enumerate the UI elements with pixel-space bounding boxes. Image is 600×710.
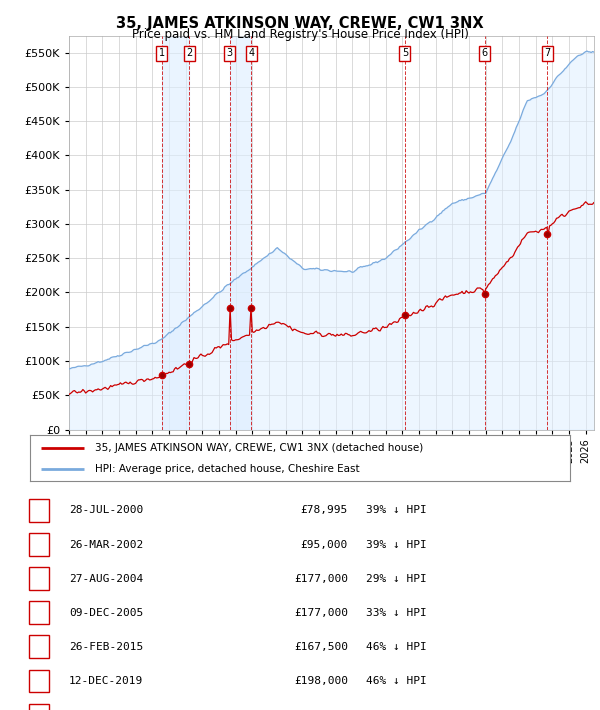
Text: 6: 6: [35, 676, 43, 686]
Text: 5: 5: [402, 48, 408, 58]
Text: 33% ↓ HPI: 33% ↓ HPI: [366, 608, 427, 618]
Bar: [162, 36, 190, 430]
Text: 46% ↓ HPI: 46% ↓ HPI: [366, 676, 427, 686]
Text: 35, JAMES ATKINSON WAY, CREWE, CW1 3NX: 35, JAMES ATKINSON WAY, CREWE, CW1 3NX: [116, 16, 484, 31]
Text: Price paid vs. HM Land Registry's House Price Index (HPI): Price paid vs. HM Land Registry's House …: [131, 28, 469, 41]
Text: 6: 6: [482, 48, 488, 58]
Text: 39% ↓ HPI: 39% ↓ HPI: [366, 506, 427, 515]
Text: £177,000: £177,000: [294, 574, 348, 584]
Text: 27-AUG-2004: 27-AUG-2004: [69, 574, 143, 584]
Text: 7: 7: [544, 48, 551, 58]
Text: 29% ↓ HPI: 29% ↓ HPI: [366, 574, 427, 584]
Text: 4: 4: [35, 608, 43, 618]
Text: £198,000: £198,000: [294, 676, 348, 686]
Text: 26-FEB-2015: 26-FEB-2015: [69, 642, 143, 652]
Text: 12-DEC-2019: 12-DEC-2019: [69, 676, 143, 686]
Text: 28-JUL-2000: 28-JUL-2000: [69, 506, 143, 515]
Text: 2: 2: [187, 48, 193, 58]
Text: 3: 3: [227, 48, 233, 58]
Text: 5: 5: [35, 642, 43, 652]
Text: 35, JAMES ATKINSON WAY, CREWE, CW1 3NX (detached house): 35, JAMES ATKINSON WAY, CREWE, CW1 3NX (…: [95, 443, 423, 453]
Text: £167,500: £167,500: [294, 642, 348, 652]
Text: £78,995: £78,995: [301, 506, 348, 515]
Text: 4: 4: [248, 48, 254, 58]
Text: 26-MAR-2002: 26-MAR-2002: [69, 540, 143, 550]
Text: 39% ↓ HPI: 39% ↓ HPI: [366, 540, 427, 550]
Text: £95,000: £95,000: [301, 540, 348, 550]
Text: 1: 1: [159, 48, 165, 58]
Bar: [230, 36, 251, 430]
Text: 46% ↓ HPI: 46% ↓ HPI: [366, 642, 427, 652]
Text: 3: 3: [35, 574, 43, 584]
Text: 1: 1: [35, 506, 43, 515]
Text: 2: 2: [35, 540, 43, 550]
Text: 09-DEC-2005: 09-DEC-2005: [69, 608, 143, 618]
Text: HPI: Average price, detached house, Cheshire East: HPI: Average price, detached house, Ches…: [95, 464, 359, 474]
Text: £177,000: £177,000: [294, 608, 348, 618]
